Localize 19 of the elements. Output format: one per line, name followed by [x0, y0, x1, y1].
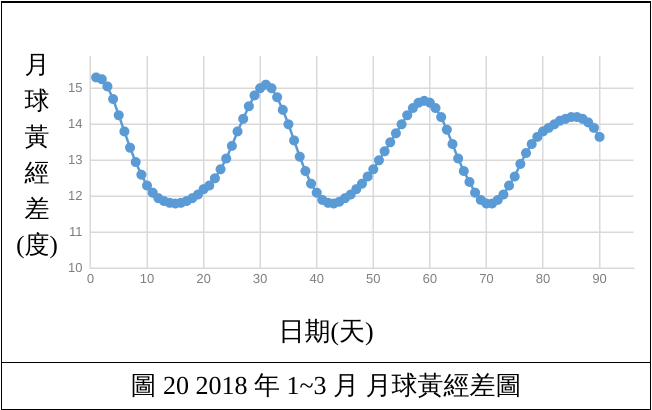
- x-tick-label: 30: [252, 270, 268, 286]
- x-tick-label: 60: [422, 270, 438, 286]
- x-tick-label: 70: [479, 270, 494, 286]
- y-tick-label: 12: [68, 188, 82, 203]
- y-tick-label: 15: [68, 80, 82, 95]
- y-tick-label: 11: [68, 224, 82, 239]
- x-tick-label: 0: [86, 270, 94, 286]
- x-tick-label: 50: [366, 270, 381, 286]
- x-tick-label: 20: [196, 270, 211, 286]
- x-tick-label: 40: [309, 270, 324, 286]
- x-tick-label: 80: [536, 270, 550, 286]
- y-tick-label: 14: [68, 116, 82, 131]
- text: 圖 20 2018 年 1~3 月 月球黃經差圖: [129, 370, 523, 402]
- x-axis-title: 日期(天): [277, 316, 375, 348]
- y-axis-title: 月球黃經差(度): [15, 51, 59, 261]
- x-tick-label: 90: [592, 270, 607, 286]
- x-tick-label: 10: [140, 270, 154, 286]
- y-tick-label: 13: [68, 152, 82, 167]
- y-tick-label: 10: [68, 260, 82, 275]
